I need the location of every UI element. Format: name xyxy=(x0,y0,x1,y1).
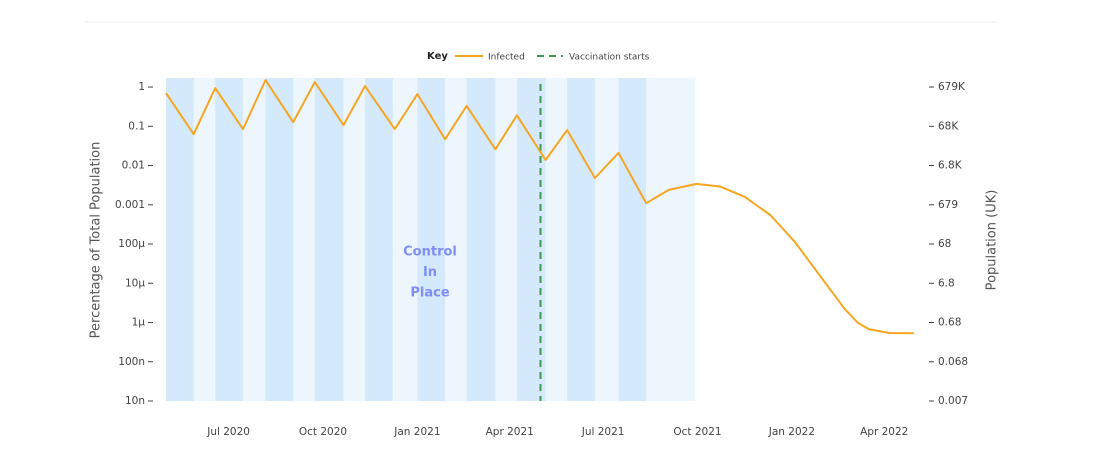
y-tick-label: 100n xyxy=(118,356,145,368)
control-band xyxy=(618,78,647,401)
y2-tick-label: 679K xyxy=(938,81,966,93)
annotation: Place xyxy=(410,286,449,301)
control-band xyxy=(215,78,243,401)
control-band xyxy=(417,78,446,401)
annotation: Control xyxy=(403,245,457,260)
legend-label: Vaccination starts xyxy=(569,53,650,63)
control-band xyxy=(166,78,194,401)
y-tick-label: 0.1 xyxy=(128,120,145,132)
control-band xyxy=(516,78,546,401)
control-band xyxy=(567,78,595,401)
y2-tick-label: 0.007 xyxy=(938,395,968,407)
series-line xyxy=(165,79,915,335)
y-tick-label: 1µ xyxy=(132,317,146,329)
legend-title: Key xyxy=(427,51,448,62)
x-tick-label: Jul 2020 xyxy=(206,426,250,438)
y2-tick-label: 6.8K xyxy=(938,160,963,172)
x-tick-label: Oct 2021 xyxy=(673,426,721,438)
y2-tick-label: 68K xyxy=(938,120,959,132)
y-tick-label: 0.01 xyxy=(122,160,145,172)
x-tick-label: Jan 2022 xyxy=(768,426,815,438)
control-band xyxy=(265,78,294,401)
x-tick-label: Oct 2020 xyxy=(299,426,347,438)
y-tick-label: 1 xyxy=(138,81,145,93)
y-tick-label: 100µ xyxy=(118,238,145,250)
x-tick-label: Jan 2021 xyxy=(393,426,440,438)
y2-tick-label: 68 xyxy=(938,238,951,250)
x-tick-label: Apr 2021 xyxy=(486,426,534,438)
control-band xyxy=(314,78,344,401)
y2-tick-label: 6.8 xyxy=(938,277,955,289)
annotation: In xyxy=(423,265,437,280)
y2-axis-title: Population (UK) xyxy=(985,190,1000,291)
y-tick-label: 10n xyxy=(125,395,145,407)
y-axis-title: Percentage of Total Population xyxy=(89,142,104,339)
control-band xyxy=(466,78,496,401)
y-tick-label: 0.001 xyxy=(115,199,145,211)
control-band xyxy=(365,78,393,401)
y2-tick-label: 679 xyxy=(938,199,958,211)
x-tick-label: Jul 2021 xyxy=(581,426,625,438)
y2-tick-label: 0.068 xyxy=(938,356,968,368)
x-tick-label: Apr 2022 xyxy=(860,426,908,438)
legend-label: Infected xyxy=(488,53,525,63)
y-tick-label: 10µ xyxy=(125,277,145,289)
y2-tick-label: 0.68 xyxy=(938,317,961,329)
